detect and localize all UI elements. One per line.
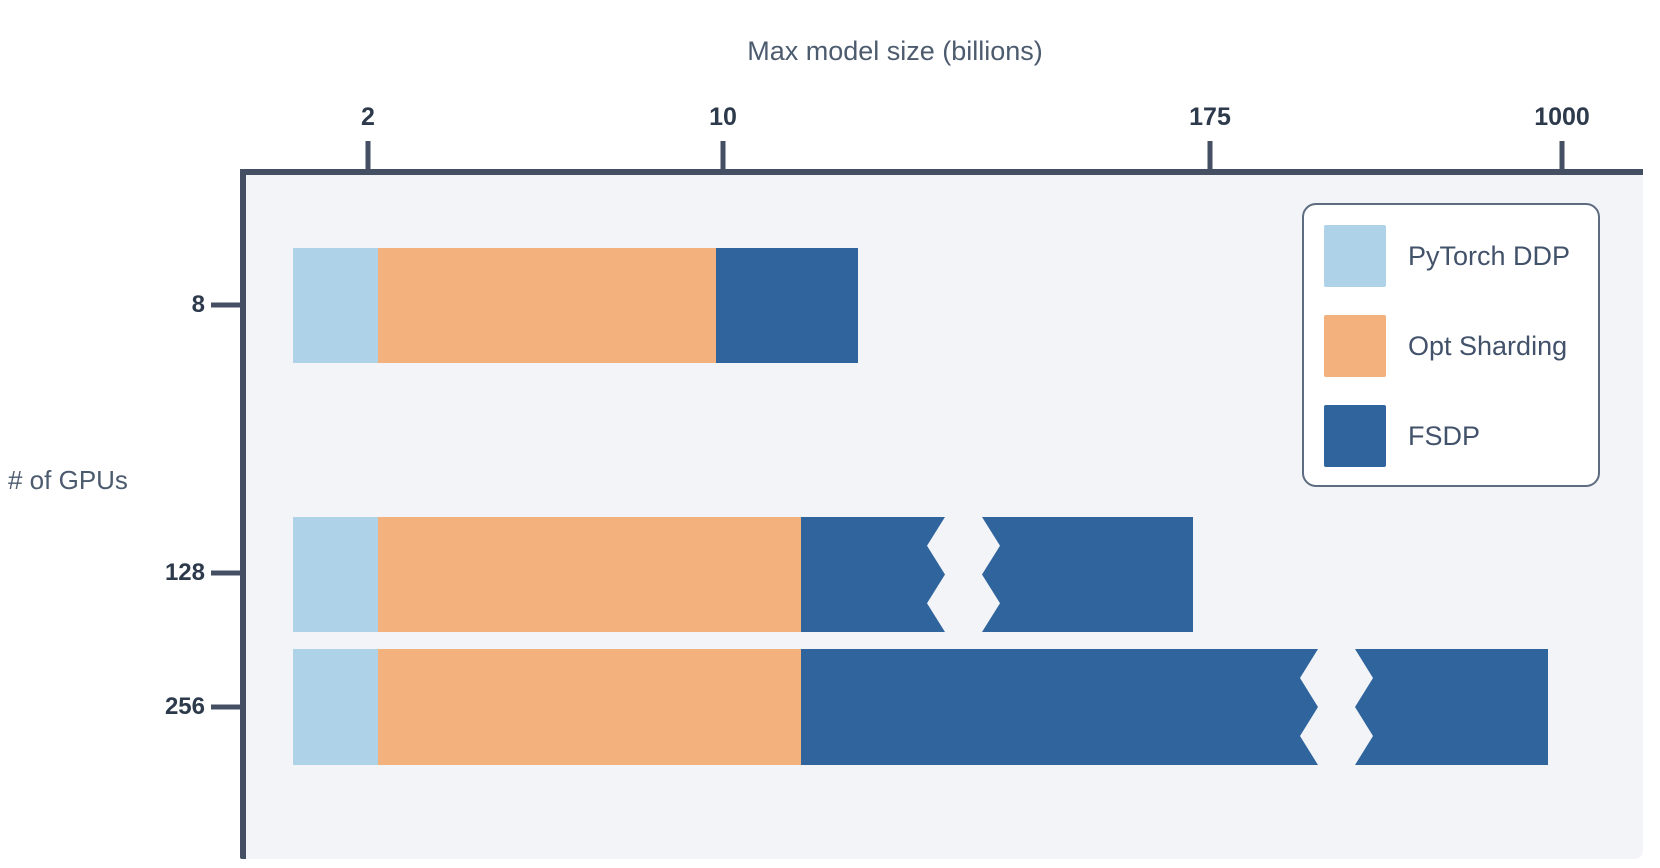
bar-segment-ddp — [293, 649, 378, 765]
legend-label: Opt Sharding — [1408, 330, 1568, 361]
bar-segment-ddp — [293, 517, 378, 632]
bar-segment-fsdp — [1355, 649, 1548, 765]
bar-segment-oss — [378, 248, 716, 363]
x-tick-mark — [1207, 141, 1213, 169]
bar-segment-fsdp — [801, 517, 945, 632]
legend: PyTorch DDP Opt Sharding FSDP — [1302, 203, 1600, 487]
bar-segment-ddp — [293, 248, 378, 363]
x-tick-mark — [365, 141, 371, 169]
y-tick-mark — [211, 302, 240, 308]
y-tick-mark — [211, 570, 240, 576]
bar-segment-oss — [378, 517, 801, 632]
y-tick-label: 8 — [191, 291, 205, 318]
x-tick-label: 10 — [709, 103, 737, 131]
x-tick-mark — [1559, 141, 1565, 169]
legend-item-fsdp: FSDP — [1324, 405, 1580, 467]
fsdp-swatch — [1324, 405, 1386, 467]
y-axis-title: # of GPUs — [8, 465, 128, 495]
x-tick-label: 1000 — [1534, 103, 1590, 131]
bar-segment-fsdp — [982, 517, 1193, 632]
legend-item-ddp: PyTorch DDP — [1324, 225, 1580, 287]
legend-label: PyTorch DDP — [1408, 240, 1571, 271]
y-tick-mark — [211, 704, 240, 710]
legend-item-oss: Opt Sharding — [1324, 315, 1580, 377]
legend-label: FSDP — [1408, 420, 1481, 451]
bar-segment-fsdp — [801, 649, 1318, 765]
oss-swatch — [1324, 315, 1386, 377]
y-tick-label: 128 — [164, 559, 205, 586]
x-tick-label: 2 — [361, 103, 375, 131]
chart-title: Max model size (billions) — [747, 36, 1043, 66]
bar-segment-oss — [378, 649, 801, 765]
x-tick-label: 175 — [1189, 103, 1231, 131]
ddp-swatch — [1324, 225, 1386, 287]
y-tick-label: 256 — [164, 693, 205, 720]
x-tick-mark — [720, 141, 726, 169]
bar-segment-fsdp — [716, 248, 858, 363]
